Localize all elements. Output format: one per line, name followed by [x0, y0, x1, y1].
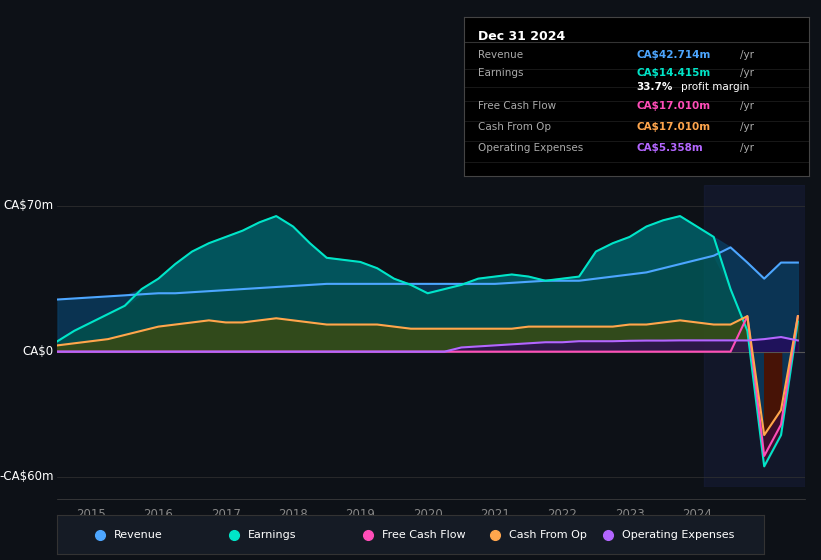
Text: Revenue: Revenue: [478, 50, 523, 60]
Text: /yr: /yr: [740, 122, 754, 132]
Text: CA$5.358m: CA$5.358m: [636, 143, 703, 153]
Text: 2024: 2024: [682, 508, 712, 521]
Text: CA$17.010m: CA$17.010m: [636, 101, 710, 111]
Text: Cash From Op: Cash From Op: [509, 530, 587, 540]
Text: profit margin: profit margin: [681, 82, 750, 92]
Text: 2019: 2019: [346, 508, 375, 521]
Text: 2021: 2021: [480, 508, 510, 521]
Text: Revenue: Revenue: [114, 530, 163, 540]
Text: 2022: 2022: [548, 508, 577, 521]
Text: 2016: 2016: [144, 508, 173, 521]
Text: 33.7%: 33.7%: [636, 82, 672, 92]
Text: Cash From Op: Cash From Op: [478, 122, 551, 132]
Text: Operating Expenses: Operating Expenses: [622, 530, 735, 540]
Text: Free Cash Flow: Free Cash Flow: [478, 101, 556, 111]
Text: CA$17.010m: CA$17.010m: [636, 122, 710, 132]
Text: -CA$60m: -CA$60m: [0, 470, 53, 483]
Text: Free Cash Flow: Free Cash Flow: [383, 530, 466, 540]
Text: Operating Expenses: Operating Expenses: [478, 143, 583, 153]
Text: CA$14.415m: CA$14.415m: [636, 68, 710, 78]
Text: CA$70m: CA$70m: [3, 199, 53, 212]
Text: CA$0: CA$0: [23, 345, 53, 358]
Text: Earnings: Earnings: [478, 68, 523, 78]
Text: 2015: 2015: [76, 508, 106, 521]
Text: /yr: /yr: [740, 101, 754, 111]
Text: /yr: /yr: [740, 50, 754, 60]
Text: Dec 31 2024: Dec 31 2024: [478, 30, 565, 43]
Text: /yr: /yr: [740, 143, 754, 153]
Bar: [704, 185, 805, 487]
Text: 2023: 2023: [615, 508, 644, 521]
Text: 2020: 2020: [413, 508, 443, 521]
Text: Earnings: Earnings: [248, 530, 296, 540]
Text: CA$42.714m: CA$42.714m: [636, 50, 711, 60]
Text: 2017: 2017: [211, 508, 241, 521]
Text: /yr: /yr: [740, 68, 754, 78]
Text: 2018: 2018: [278, 508, 308, 521]
